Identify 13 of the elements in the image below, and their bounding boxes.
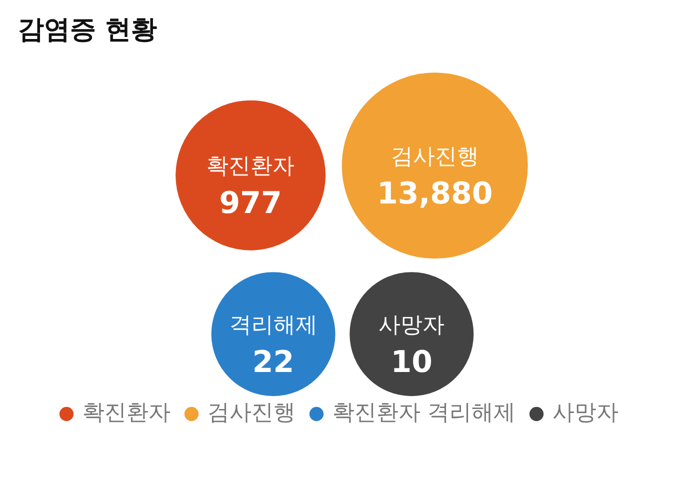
legend-label: 확진환자 격리해제 [332,400,516,426]
legend-label: 검사진행 [208,400,296,426]
data-label: 22 [252,344,294,380]
data-label: 13,880 [376,176,493,212]
legend-label: 사망자 [552,400,618,426]
text: 감염증 현황 [18,14,158,47]
legend-label: 확진환자 [82,400,171,426]
category-label: 격리해제 [229,312,318,338]
category-label: 사망자 [378,312,445,338]
data-label: 10 [390,344,433,380]
category-label: 검사진행 [390,144,479,170]
category-label: 확진환자 [206,154,295,180]
data-label: 977 [219,186,282,222]
